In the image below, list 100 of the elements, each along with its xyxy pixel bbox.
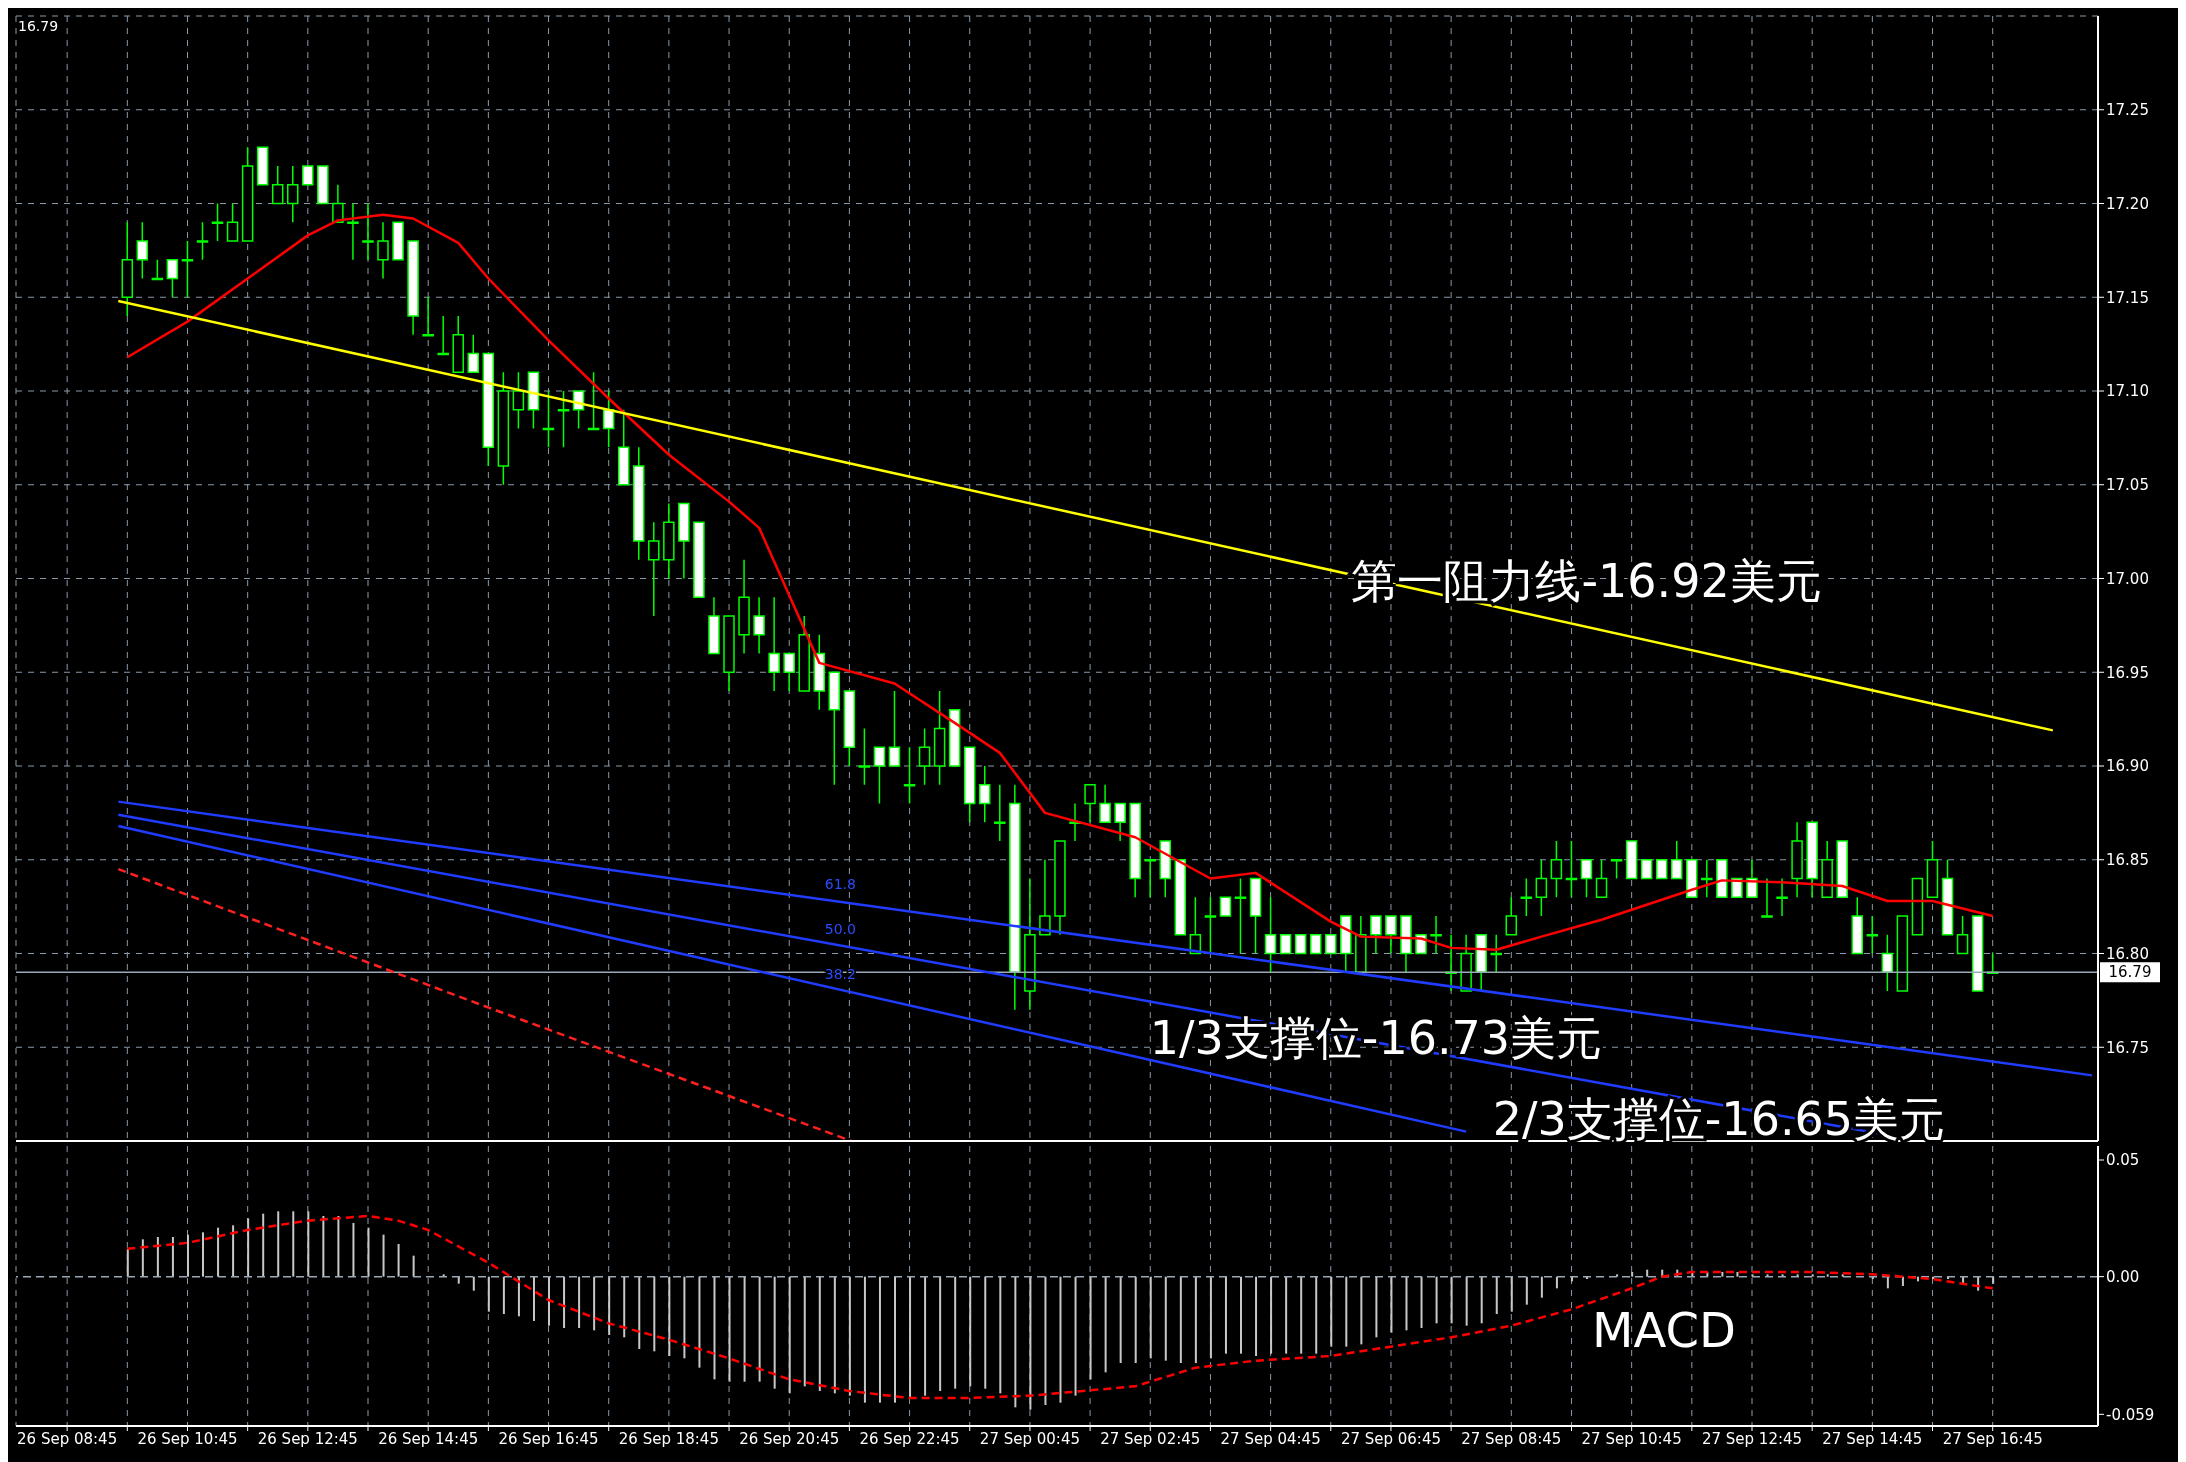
bar	[773, 1276, 776, 1389]
bar	[532, 1276, 535, 1321]
bar	[487, 1276, 490, 1312]
bar	[1555, 1276, 1558, 1289]
bar	[894, 1276, 897, 1403]
candlestick	[1039, 859, 1051, 936]
bar	[1510, 1276, 1513, 1312]
candlestick	[271, 165, 284, 205]
candlestick	[362, 202, 374, 261]
x-tick-label: 26 Sep 12:45	[257, 1429, 358, 1448]
x-tick-label: 26 Sep 10:45	[137, 1429, 238, 1448]
x-tick-label: 26 Sep 20:45	[739, 1429, 840, 1448]
x-tick-label: 27 Sep 12:45	[1701, 1429, 1803, 1448]
y-tick-label: 16.90	[2106, 757, 2149, 776]
bar	[1074, 1276, 1077, 1396]
bar	[1450, 1276, 1453, 1324]
bar	[202, 1232, 205, 1277]
bar	[1164, 1276, 1167, 1361]
bar	[623, 1276, 626, 1338]
candlestick	[1610, 859, 1623, 880]
candlestick	[1114, 802, 1126, 842]
bar	[638, 1276, 641, 1349]
bar	[1134, 1276, 1137, 1363]
x-tick-label: 26 Sep 08:45	[17, 1429, 118, 1448]
y-tick-label: -0.059	[2106, 1405, 2155, 1424]
candlestick	[1099, 784, 1111, 823]
bar	[382, 1234, 385, 1277]
x-tick-label: 27 Sep 00:45	[979, 1429, 1080, 1448]
x-tick-label: 27 Sep 02:45	[1100, 1429, 1201, 1448]
candlestick	[873, 746, 886, 805]
candlestick	[196, 221, 209, 261]
bar	[984, 1276, 987, 1389]
bar	[1540, 1276, 1543, 1298]
bar	[999, 1276, 1002, 1394]
bar	[1330, 1276, 1333, 1347]
bar	[1300, 1276, 1303, 1354]
bar	[713, 1276, 716, 1380]
x-tick-label: 27 Sep 14:45	[1822, 1429, 1923, 1448]
candlestick	[1264, 896, 1277, 973]
x-tick-label: 26 Sep 14:45	[378, 1429, 479, 1448]
bar	[818, 1276, 821, 1391]
bar	[698, 1276, 701, 1368]
bar	[863, 1276, 866, 1403]
bar	[126, 1248, 129, 1277]
y-tick-label: 17.15	[2106, 288, 2149, 307]
bar	[262, 1213, 265, 1277]
bar	[848, 1276, 851, 1396]
bar	[1480, 1276, 1483, 1324]
y-tick-label: 16.75	[2106, 1038, 2149, 1057]
y-tick-label: 16.95	[2106, 663, 2149, 682]
bar	[668, 1276, 671, 1356]
candlestick	[978, 765, 991, 823]
bar	[593, 1276, 596, 1331]
candlestick	[166, 259, 179, 298]
bar	[1375, 1276, 1378, 1338]
bar	[1405, 1276, 1408, 1331]
bar	[1736, 1272, 1739, 1277]
bar	[141, 1239, 144, 1277]
candlestick	[1655, 859, 1668, 880]
bar	[924, 1276, 927, 1396]
candlestick	[1219, 896, 1232, 917]
annotation: 50.0	[824, 921, 856, 938]
bar	[171, 1237, 174, 1277]
bar	[1811, 1274, 1814, 1277]
y-tick-label: 0.05	[2106, 1151, 2140, 1170]
bar	[277, 1211, 280, 1277]
x-tick-label: 27 Sep 16:45	[1942, 1429, 2043, 1448]
bar	[1029, 1276, 1032, 1410]
candlestick	[1294, 934, 1307, 955]
bar	[578, 1276, 581, 1328]
bar	[1149, 1276, 1152, 1359]
x-tick-label: 27 Sep 08:45	[1461, 1429, 1562, 1448]
candlestick	[1535, 859, 1548, 917]
bar	[156, 1237, 159, 1277]
bar	[954, 1276, 957, 1389]
bar	[1104, 1276, 1107, 1373]
bar	[397, 1244, 400, 1277]
bar	[758, 1276, 761, 1382]
candlestick	[332, 184, 344, 223]
bar	[292, 1211, 295, 1277]
annotation: 16.79	[18, 18, 59, 34]
candlestick	[1866, 915, 1879, 955]
bar	[1059, 1276, 1062, 1403]
candlestick	[858, 727, 871, 786]
x-tick-label: 26 Sep 16:45	[498, 1429, 599, 1448]
y-tick-label: 17.25	[2106, 101, 2149, 120]
candlestick	[1505, 896, 1518, 936]
bar	[322, 1216, 325, 1277]
bar	[457, 1276, 460, 1284]
bar	[472, 1276, 475, 1291]
bar	[232, 1225, 235, 1277]
bar	[1285, 1276, 1288, 1354]
bar	[1525, 1276, 1528, 1305]
candlestick	[1881, 934, 1894, 992]
y-tick-label: 16.85	[2106, 851, 2149, 870]
bar	[728, 1276, 731, 1382]
candlestick	[1595, 859, 1608, 898]
bar	[1886, 1276, 1889, 1289]
candlestick	[888, 690, 901, 767]
candlestick	[1204, 896, 1217, 955]
